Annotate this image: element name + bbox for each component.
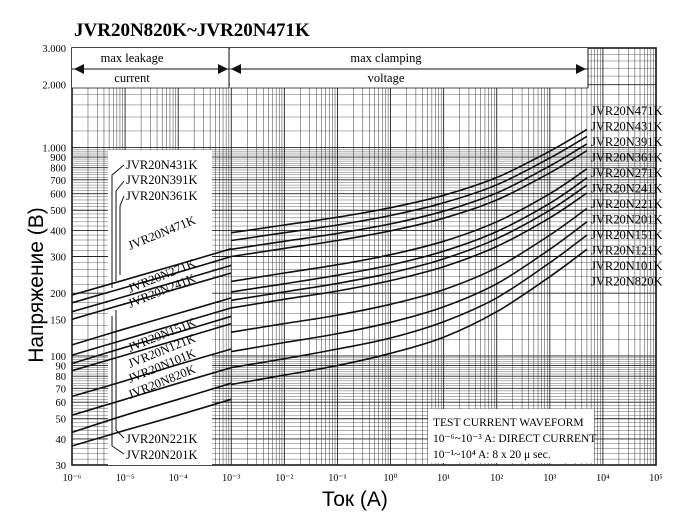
- x-tick-label: 10⁴: [596, 473, 610, 484]
- x-tick-label: 10⁻⁵: [116, 473, 135, 484]
- leakage-header-box: [72, 48, 229, 88]
- x-axis-label: Ток (А): [322, 488, 388, 511]
- series-label-right: JVR20N820K: [591, 275, 663, 289]
- y-tick-label: 400: [50, 226, 66, 237]
- y-tick-label: 50: [56, 415, 67, 426]
- x-tick-label: 10¹: [437, 473, 450, 484]
- waveform-title: TEST CURRENT WAVEFORM: [433, 417, 584, 429]
- y-axis-label: Напряжение (В): [25, 207, 48, 363]
- y-tick-label: 90: [56, 362, 67, 373]
- series-label-right: JVR20N361K: [591, 151, 663, 165]
- curve-clamping-jvr20n820k: [231, 248, 588, 386]
- series-label-right: JVR20N121K: [591, 244, 663, 258]
- curve-clamping-jvr20n101k: [231, 234, 588, 369]
- x-tick-label: 10⁻⁶: [63, 473, 82, 484]
- y-tick-label: 1.000: [42, 143, 66, 154]
- curve-clamping-jvr20n431k: [231, 135, 588, 242]
- y-tick-label: 60: [56, 398, 67, 409]
- x-tick-label: 10³: [543, 473, 556, 484]
- curve-leakage-jvr20n271k: [71, 297, 232, 346]
- y-tick-label: 700: [50, 176, 66, 187]
- series-label-right: JVR20N151K: [591, 228, 663, 242]
- series-label-right: JVR20N471K: [591, 104, 663, 118]
- series-label-left: JVR20N361K: [126, 189, 198, 203]
- arrow-right-icon: [218, 64, 228, 74]
- clamping-header-line2: voltage: [368, 71, 405, 85]
- x-tick-label: 10⁻³: [222, 473, 240, 484]
- curve-clamping-jvr20n271k: [231, 168, 588, 283]
- y-tick-label: 300: [50, 253, 66, 264]
- series-label-left: JVR20N221K: [126, 432, 198, 446]
- curve-leakage-jvr20n431k: [71, 255, 232, 304]
- series-label-right: JVR20N271K: [591, 166, 663, 180]
- leakage-label-area: [108, 150, 212, 465]
- curve-leakage-jvr20n391k: [71, 264, 232, 313]
- leakage-header-line2: current: [114, 71, 150, 85]
- x-tick-label: 10⁰: [384, 473, 398, 484]
- region-headers: max leakage current max clamping voltage: [72, 48, 589, 89]
- curve-leakage-jvr20n241k: [71, 307, 232, 356]
- curve-leakage-jvr20n121k: [71, 366, 232, 416]
- x-tick-label: 10⁻⁴: [169, 473, 188, 484]
- curve-leakage-jvr20n201k: [71, 322, 232, 372]
- y-tick-label: 70: [56, 384, 67, 395]
- series-label-right: JVR20N241K: [591, 182, 663, 196]
- y-tick-label: 500: [50, 206, 66, 217]
- y-tick-label: 100: [50, 352, 66, 363]
- arrow-left-icon: [74, 64, 84, 74]
- series-label-left: JVR20N201K: [126, 448, 198, 462]
- y-tick-label: 30: [56, 461, 67, 472]
- series-label-right: JVR20N391K: [591, 135, 663, 149]
- label-connectors: [111, 164, 125, 455]
- curve-leakage-jvr20n101k: [71, 382, 232, 434]
- curve-clamping-jvr20n201k: [231, 192, 588, 309]
- x-tick-label: 10²: [490, 473, 503, 484]
- curve-leakage-jvr20n361k: [71, 272, 232, 321]
- series-label-right: JVR20N431K: [591, 120, 663, 134]
- chart-title: JVR20N820K~JVR20N471K: [74, 20, 310, 41]
- clamping-header-box: [230, 48, 588, 88]
- series-label-right: JVR20N221K: [591, 197, 663, 211]
- leakage-header-line1: max leakage: [101, 51, 164, 65]
- curve-leakage-jvr20n221k: [71, 315, 232, 365]
- curve-clamping-jvr20n151k: [231, 207, 588, 333]
- x-tick-label: 10⁻²: [275, 473, 293, 484]
- curve-clamping-jvr20n221k: [231, 184, 588, 302]
- curve-clamping-jvr20n241k: [231, 177, 588, 293]
- arrow-right-icon: [576, 64, 586, 74]
- x-tick-label: 10⁵: [649, 473, 663, 484]
- series-label-right: JVR20N201K: [591, 213, 663, 227]
- arrow-left-icon: [231, 64, 241, 74]
- curve-leakage-jvr20n471k: [71, 247, 232, 296]
- y-tick-label: 150: [50, 315, 66, 326]
- y-tick-label: 600: [50, 190, 66, 201]
- waveform-pulse: 10⁻¹~10⁴ A: 8 x 20 μ sec.: [433, 449, 551, 461]
- curve-clamping-jvr20n121k: [231, 221, 588, 353]
- series-label-right: JVR20N101K: [591, 259, 663, 273]
- curve-leakage-jvr20n820k: [71, 398, 232, 447]
- y-tick-label: 200: [50, 289, 66, 300]
- curve-clamping-jvr20n361k: [231, 150, 588, 258]
- y-tick-label: 3.000: [42, 44, 66, 55]
- series-label-left: JVR20N391K: [126, 173, 198, 187]
- curves: [71, 128, 588, 447]
- y-tick-label: 80: [56, 372, 67, 383]
- y-tick-label: 800: [50, 164, 66, 175]
- series-label-left: JVR20N431K: [126, 158, 198, 172]
- x-tick-label: 10⁻¹: [328, 473, 346, 484]
- y-tick-label: 2.000: [42, 81, 66, 92]
- waveform-dc: 10⁻⁶~10⁻³ A: DIRECT CURRENT: [433, 433, 596, 445]
- x-tick-labels: 10⁻⁶ 10⁻⁵ 10⁻⁴ 10⁻³ 10⁻² 10⁻¹ 10⁰ 10¹ 10² 10³ 10⁴ 1…: [63, 473, 663, 484]
- curve-clamping-jvr20n391k: [231, 143, 588, 251]
- curve-clamping-jvr20n471k: [231, 128, 588, 234]
- curve-leakage-jvr20n151k: [71, 348, 232, 398]
- y-tick-label: 40: [56, 435, 67, 446]
- annotation-box: [428, 409, 594, 463]
- y-tick-label: 900: [50, 153, 66, 164]
- clamping-header-line1: max clamping: [350, 51, 422, 65]
